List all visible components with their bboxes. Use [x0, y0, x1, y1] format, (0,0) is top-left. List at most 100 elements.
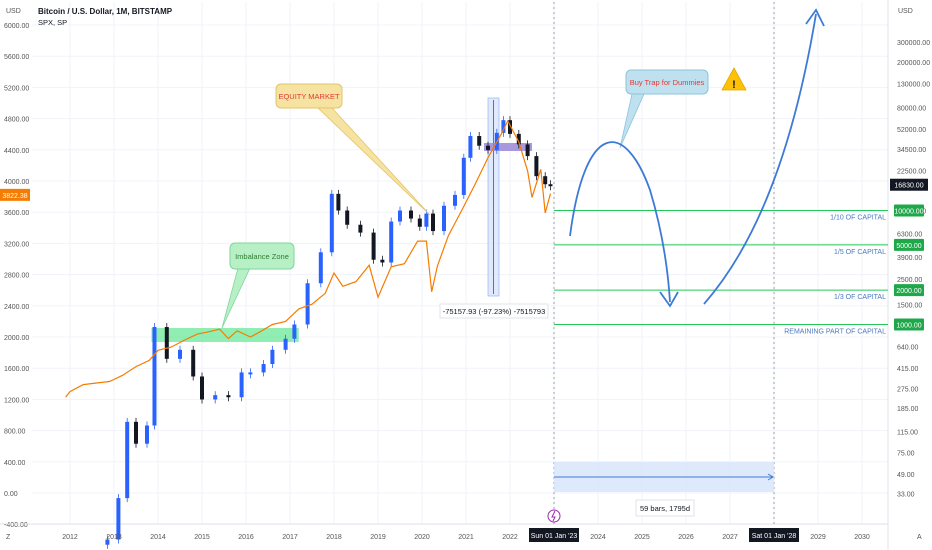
range-label: 59 bars, 1795d [640, 504, 690, 513]
left-unit-label: USD [6, 8, 21, 15]
btc-candle [261, 364, 266, 373]
btc-candle [525, 144, 530, 157]
btc-candle [468, 136, 473, 158]
left-tick-label: 0.00 [4, 491, 18, 498]
btc-candle [543, 176, 548, 185]
btc-candle [239, 372, 244, 398]
right-tick-label: 1500.00 [897, 302, 922, 309]
left-tick-label: 5600.00 [4, 54, 29, 61]
left-tick-label: 4000.00 [4, 179, 29, 186]
equity-callout-box [275, 83, 343, 109]
current-spx-label: 3822.38 [2, 193, 27, 200]
capital-price-label: 2000.00 [896, 288, 921, 295]
x-tick-label: 2017 [282, 534, 298, 541]
btc-candle [134, 421, 138, 444]
btc-candle [116, 498, 121, 540]
left-tick-label: 5200.00 [4, 85, 29, 92]
right-tick-label: 52000.00 [897, 127, 926, 134]
zoom-corner-left[interactable]: Z [6, 534, 11, 541]
btc-candle [292, 324, 297, 339]
right-tick-label: 300000.00 [897, 40, 930, 47]
left-tick-label: 2000.00 [4, 335, 29, 342]
left-tick-label: 2800.00 [4, 273, 29, 280]
btc-candle [329, 193, 334, 253]
left-tick-label: 4800.00 [4, 117, 29, 124]
btc-candle [152, 327, 157, 426]
auto-scale-button[interactable]: A [917, 534, 922, 541]
buy-trap-callout-box [625, 69, 709, 95]
btc-candle [398, 210, 402, 222]
btc-candle [389, 221, 394, 263]
btc-candle [191, 349, 196, 377]
right-tick-label: 185.00 [897, 406, 919, 413]
right-tick-label: 49.00 [897, 472, 915, 479]
lightning-icon-bolt [551, 510, 556, 522]
btc-candle [461, 157, 466, 195]
projection-arc-down [569, 141, 671, 303]
x-tick-label: Sun 01 Jan '23 [531, 533, 578, 540]
current-btc-box [890, 178, 928, 191]
btc-candle [283, 338, 288, 350]
x-tick-label: 2019 [370, 534, 386, 541]
right-unit-label: USD [898, 8, 913, 15]
right-tick-label: 33.00 [897, 491, 915, 498]
btc-candle [380, 259, 385, 263]
buy-trap-callout-pointer [619, 93, 645, 149]
range-label-box [635, 499, 695, 517]
btc-candle [417, 218, 422, 227]
btc-candle [516, 133, 521, 145]
btc-candle [453, 194, 457, 206]
capital-level-label: 1/5 OF CAPITAL [834, 249, 886, 256]
right-tick-label: 80000.00 [897, 106, 926, 113]
x-tick-label: 2012 [62, 534, 78, 541]
capital-level-label: 1/3 OF CAPITAL [834, 294, 886, 301]
left-tick-label: 800.00 [4, 429, 26, 436]
btc-candle [409, 210, 413, 219]
current-btc-label: 16830.00 [894, 183, 923, 190]
left-tick-label: 400.00 [4, 460, 26, 467]
right-tick-label: 115.00 [897, 430, 918, 437]
left-tick-label: 1200.00 [4, 397, 29, 404]
right-tick-label: 6300.00 [897, 231, 922, 238]
capital-price-box [894, 318, 924, 331]
purple-zone-box [484, 143, 532, 151]
btc-candle [213, 395, 218, 400]
capital-price-label: 10000.00 [894, 209, 923, 216]
spx-line [65, 119, 552, 398]
right-tick-label: 2500.00 [897, 277, 922, 284]
left-tick-label: 4400.00 [4, 148, 29, 155]
btc-candle [442, 205, 446, 232]
right-tick-label: 130000.00 [897, 82, 930, 89]
x-tick-label: 2014 [150, 534, 166, 541]
x-tick-date-box [529, 528, 579, 542]
capital-price-label: 1000.00 [896, 323, 921, 330]
imbalance-callout-box [229, 242, 295, 270]
buy-trap-callout-label: Buy Trap for Dummies [630, 78, 705, 87]
right-tick-label: 200000.00 [897, 60, 930, 67]
right-tick-label: 75.00 [897, 451, 915, 458]
left-tick-label: 1600.00 [4, 366, 29, 373]
btc-candle [178, 349, 182, 359]
btc-candle [477, 136, 482, 146]
btc-candle [358, 224, 363, 233]
left-tick-label: 3200.00 [4, 241, 29, 248]
date-range-arrowhead [767, 473, 774, 481]
btc-candle [548, 184, 553, 187]
lightning-icon [547, 509, 561, 523]
btc-candle [318, 252, 323, 284]
x-tick-label: 2022 [502, 534, 518, 541]
btc-candle [336, 193, 341, 211]
btc-candle [371, 232, 376, 260]
measure-label-box [439, 303, 549, 319]
x-tick-label: 2029 [810, 534, 826, 541]
btc-candle [431, 213, 435, 232]
x-tick-label: 2027 [722, 534, 738, 541]
equity-callout-label: EQUITY MARKET [278, 92, 340, 101]
projection-arc-up-head [805, 8, 825, 27]
btc-candle [105, 539, 110, 545]
btc-candle [200, 376, 204, 400]
equity-callout-pointer [317, 107, 431, 216]
x-tick-label: 2030 [854, 534, 870, 541]
